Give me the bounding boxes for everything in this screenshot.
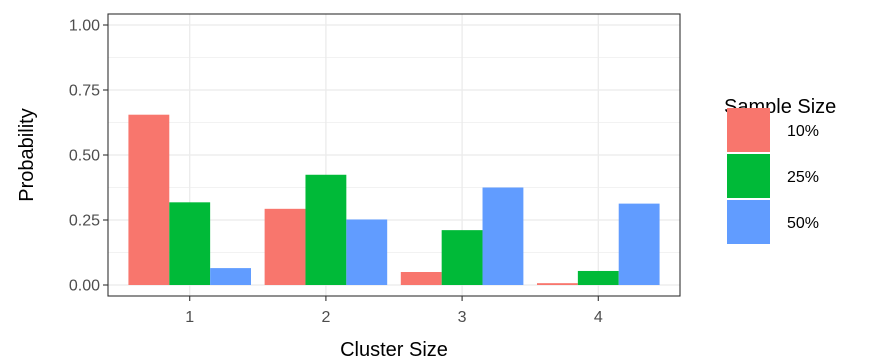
y-tick-label: 0.25 xyxy=(69,213,100,230)
y-tick-label: 0.00 xyxy=(69,278,100,295)
x-tick-label: 3 xyxy=(458,309,467,326)
axes-layer: 0.00 0.25 0.50 0.75 1.00 1 2 3 4 xyxy=(69,18,603,327)
legend-label: 50% xyxy=(787,215,819,232)
y-tick-label: 0.75 xyxy=(69,83,100,100)
x-tick-label: 2 xyxy=(321,309,330,326)
bar xyxy=(482,187,524,285)
bars-layer xyxy=(128,114,660,285)
bar xyxy=(210,268,251,285)
bar xyxy=(305,174,347,285)
bar xyxy=(441,230,483,285)
bar xyxy=(537,283,578,285)
bar xyxy=(264,208,306,285)
legend: Sample Size 10%25%50% xyxy=(724,96,836,244)
y-axis-title: Probability xyxy=(16,108,38,201)
x-tick-label: 4 xyxy=(594,309,603,326)
legend-key xyxy=(727,108,770,152)
legend-key xyxy=(727,200,770,244)
bar xyxy=(618,203,660,285)
legend-key xyxy=(727,154,770,198)
bar xyxy=(169,202,211,285)
bar xyxy=(346,219,388,285)
legend-label: 10% xyxy=(787,123,819,140)
y-tick-label: 0.50 xyxy=(69,148,100,165)
x-tick-label: 1 xyxy=(185,309,194,326)
bar xyxy=(128,114,170,285)
x-axis-title: Cluster Size xyxy=(340,339,448,361)
legend-label: 25% xyxy=(787,169,819,186)
bar xyxy=(577,270,619,285)
bar xyxy=(400,272,442,285)
y-tick-label: 1.00 xyxy=(69,18,100,35)
